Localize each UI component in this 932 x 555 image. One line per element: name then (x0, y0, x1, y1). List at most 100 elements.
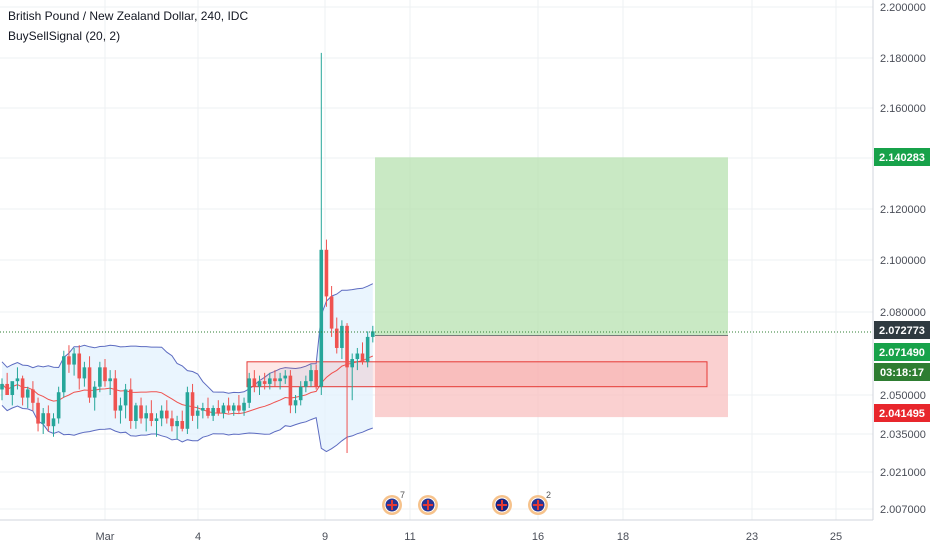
bollinger-lower-line (1, 405, 373, 453)
uk-flag-icon[interactable]: 7 (382, 490, 405, 515)
candle-body (113, 378, 118, 411)
candle-body (334, 328, 339, 348)
candle-body (360, 353, 365, 362)
candle-body (324, 249, 329, 297)
candle-body (139, 405, 143, 419)
candle (134, 402, 138, 429)
bar-timer-label: 03:18:17 (880, 367, 924, 379)
candle (72, 347, 76, 376)
price-tick-label: 2.100000 (880, 255, 926, 267)
candle (257, 375, 262, 395)
candle-body (206, 408, 210, 416)
nz-flag-icon[interactable] (492, 495, 512, 515)
candle-body (103, 367, 107, 382)
candle (298, 381, 303, 406)
candle-body (319, 249, 324, 387)
candle-body (56, 392, 61, 419)
stop-price-label: 2.041495 (879, 408, 925, 420)
candle (211, 405, 215, 421)
candle (82, 361, 87, 387)
bar-timer-label-bg (874, 363, 930, 381)
candle-body (0, 383, 4, 390)
candle-body (25, 389, 30, 398)
candle (180, 410, 185, 432)
candle-body (350, 359, 354, 368)
candle-body (329, 296, 334, 329)
candle (226, 397, 231, 414)
time-tick-label: 25 (830, 531, 842, 543)
time-tick-label: 18 (617, 531, 629, 543)
candle-body (170, 418, 174, 427)
chart-title: British Pound / New Zealand Dollar, 240,… (8, 9, 249, 23)
price-tick-label: 2.050000 (880, 390, 926, 402)
candle-body (41, 413, 45, 424)
candle-body (371, 331, 375, 337)
candle (56, 386, 61, 424)
candle (113, 370, 118, 419)
candle-body (293, 400, 298, 406)
candle (371, 325, 375, 343)
candle-body (165, 410, 169, 419)
target-price-label-bg (874, 148, 930, 166)
candle-body (149, 413, 154, 421)
candle (309, 364, 313, 387)
candle-body (154, 418, 159, 421)
candle-body (201, 408, 205, 411)
candle (314, 364, 318, 390)
current-price-label: 2.072773 (879, 325, 925, 337)
candle (139, 397, 143, 424)
uk-flag-icon[interactable]: 2 (528, 490, 551, 515)
candle-body (231, 405, 236, 411)
candle (98, 361, 102, 393)
support-zone-rectangle (246, 361, 708, 388)
uk-flag-icon[interactable] (418, 495, 438, 515)
candle-body (159, 410, 164, 419)
time-tick-label: Mar (96, 531, 115, 543)
candle (36, 397, 40, 432)
candle (304, 375, 308, 393)
candle (324, 239, 329, 307)
candle (206, 397, 210, 419)
candle (355, 347, 360, 371)
candle (41, 408, 45, 434)
candle (154, 413, 159, 437)
candle-body (355, 353, 360, 360)
candle-body (62, 356, 66, 393)
target-price-label: 2.140283 (879, 152, 925, 164)
candle-body (72, 353, 76, 365)
price-tick-label: 2.035000 (880, 429, 926, 441)
candle (185, 386, 190, 434)
price-tick-label: 2.160000 (880, 103, 926, 115)
candle (10, 381, 15, 406)
candle-body (252, 378, 257, 387)
candle-body (92, 386, 97, 398)
candle (67, 345, 71, 373)
candle (175, 415, 179, 440)
stop-price-label-bg (874, 404, 930, 422)
candle (288, 370, 293, 414)
candle-body (77, 353, 82, 379)
candle-body (10, 381, 15, 395)
candle-body (31, 389, 35, 403)
candle (165, 400, 169, 424)
candle-body (67, 356, 71, 365)
candle-body (237, 405, 241, 411)
candle (319, 52, 324, 395)
candle (170, 410, 174, 432)
candle (360, 342, 365, 365)
candle (268, 372, 272, 390)
price-tick-label: 2.120000 (880, 204, 926, 216)
candle (51, 413, 56, 437)
candle (231, 402, 236, 416)
candle-body (180, 421, 185, 429)
candle-body (20, 378, 25, 398)
indicator-label: BuySellSignal (20, 2) (8, 29, 121, 43)
candle-body (15, 378, 20, 382)
candle-body (242, 402, 246, 411)
candle-body (82, 367, 87, 379)
candle (329, 286, 334, 337)
candle-body (288, 375, 293, 406)
stop-zone (375, 335, 728, 418)
